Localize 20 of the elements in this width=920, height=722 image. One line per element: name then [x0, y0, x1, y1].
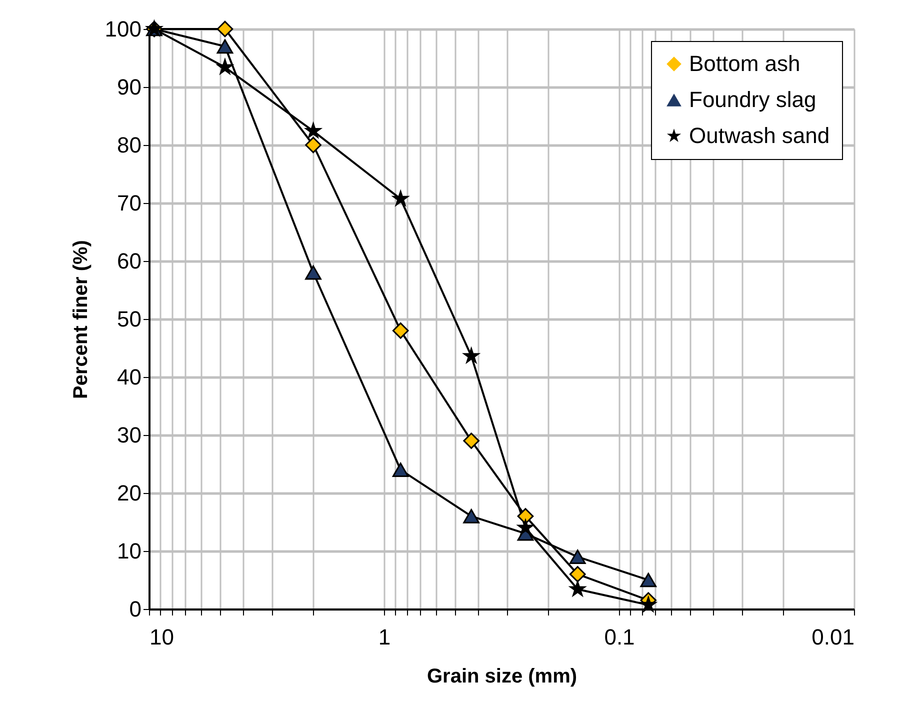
x-tick-label: 0.1: [604, 624, 635, 650]
y-axis-title: Percent finer (%): [70, 240, 92, 399]
y-tick-label: 60: [117, 248, 142, 274]
x-axis-title: Grain size (mm): [426, 666, 578, 688]
y-tick-label: 0: [129, 596, 142, 622]
y-tick-label: 100: [104, 16, 142, 42]
legend-label: Bottom ash: [689, 51, 800, 76]
y-tick-label: 40: [117, 364, 142, 390]
y-tick-label: 80: [117, 132, 142, 158]
y-tick-label: 70: [117, 190, 142, 216]
x-tick-label: 0.01: [812, 624, 854, 650]
legend-label: Foundry slag: [689, 87, 816, 112]
legend-label: Outwash sand: [689, 123, 830, 148]
y-tick-label: 30: [117, 422, 142, 448]
y-tick-label: 50: [117, 306, 142, 332]
x-tick-label: 10: [150, 624, 174, 650]
y-tick-label: 20: [117, 480, 142, 506]
y-tick-label: 10: [117, 538, 142, 564]
x-tick-label: 1: [378, 624, 391, 650]
y-tick-label: 90: [117, 74, 142, 100]
